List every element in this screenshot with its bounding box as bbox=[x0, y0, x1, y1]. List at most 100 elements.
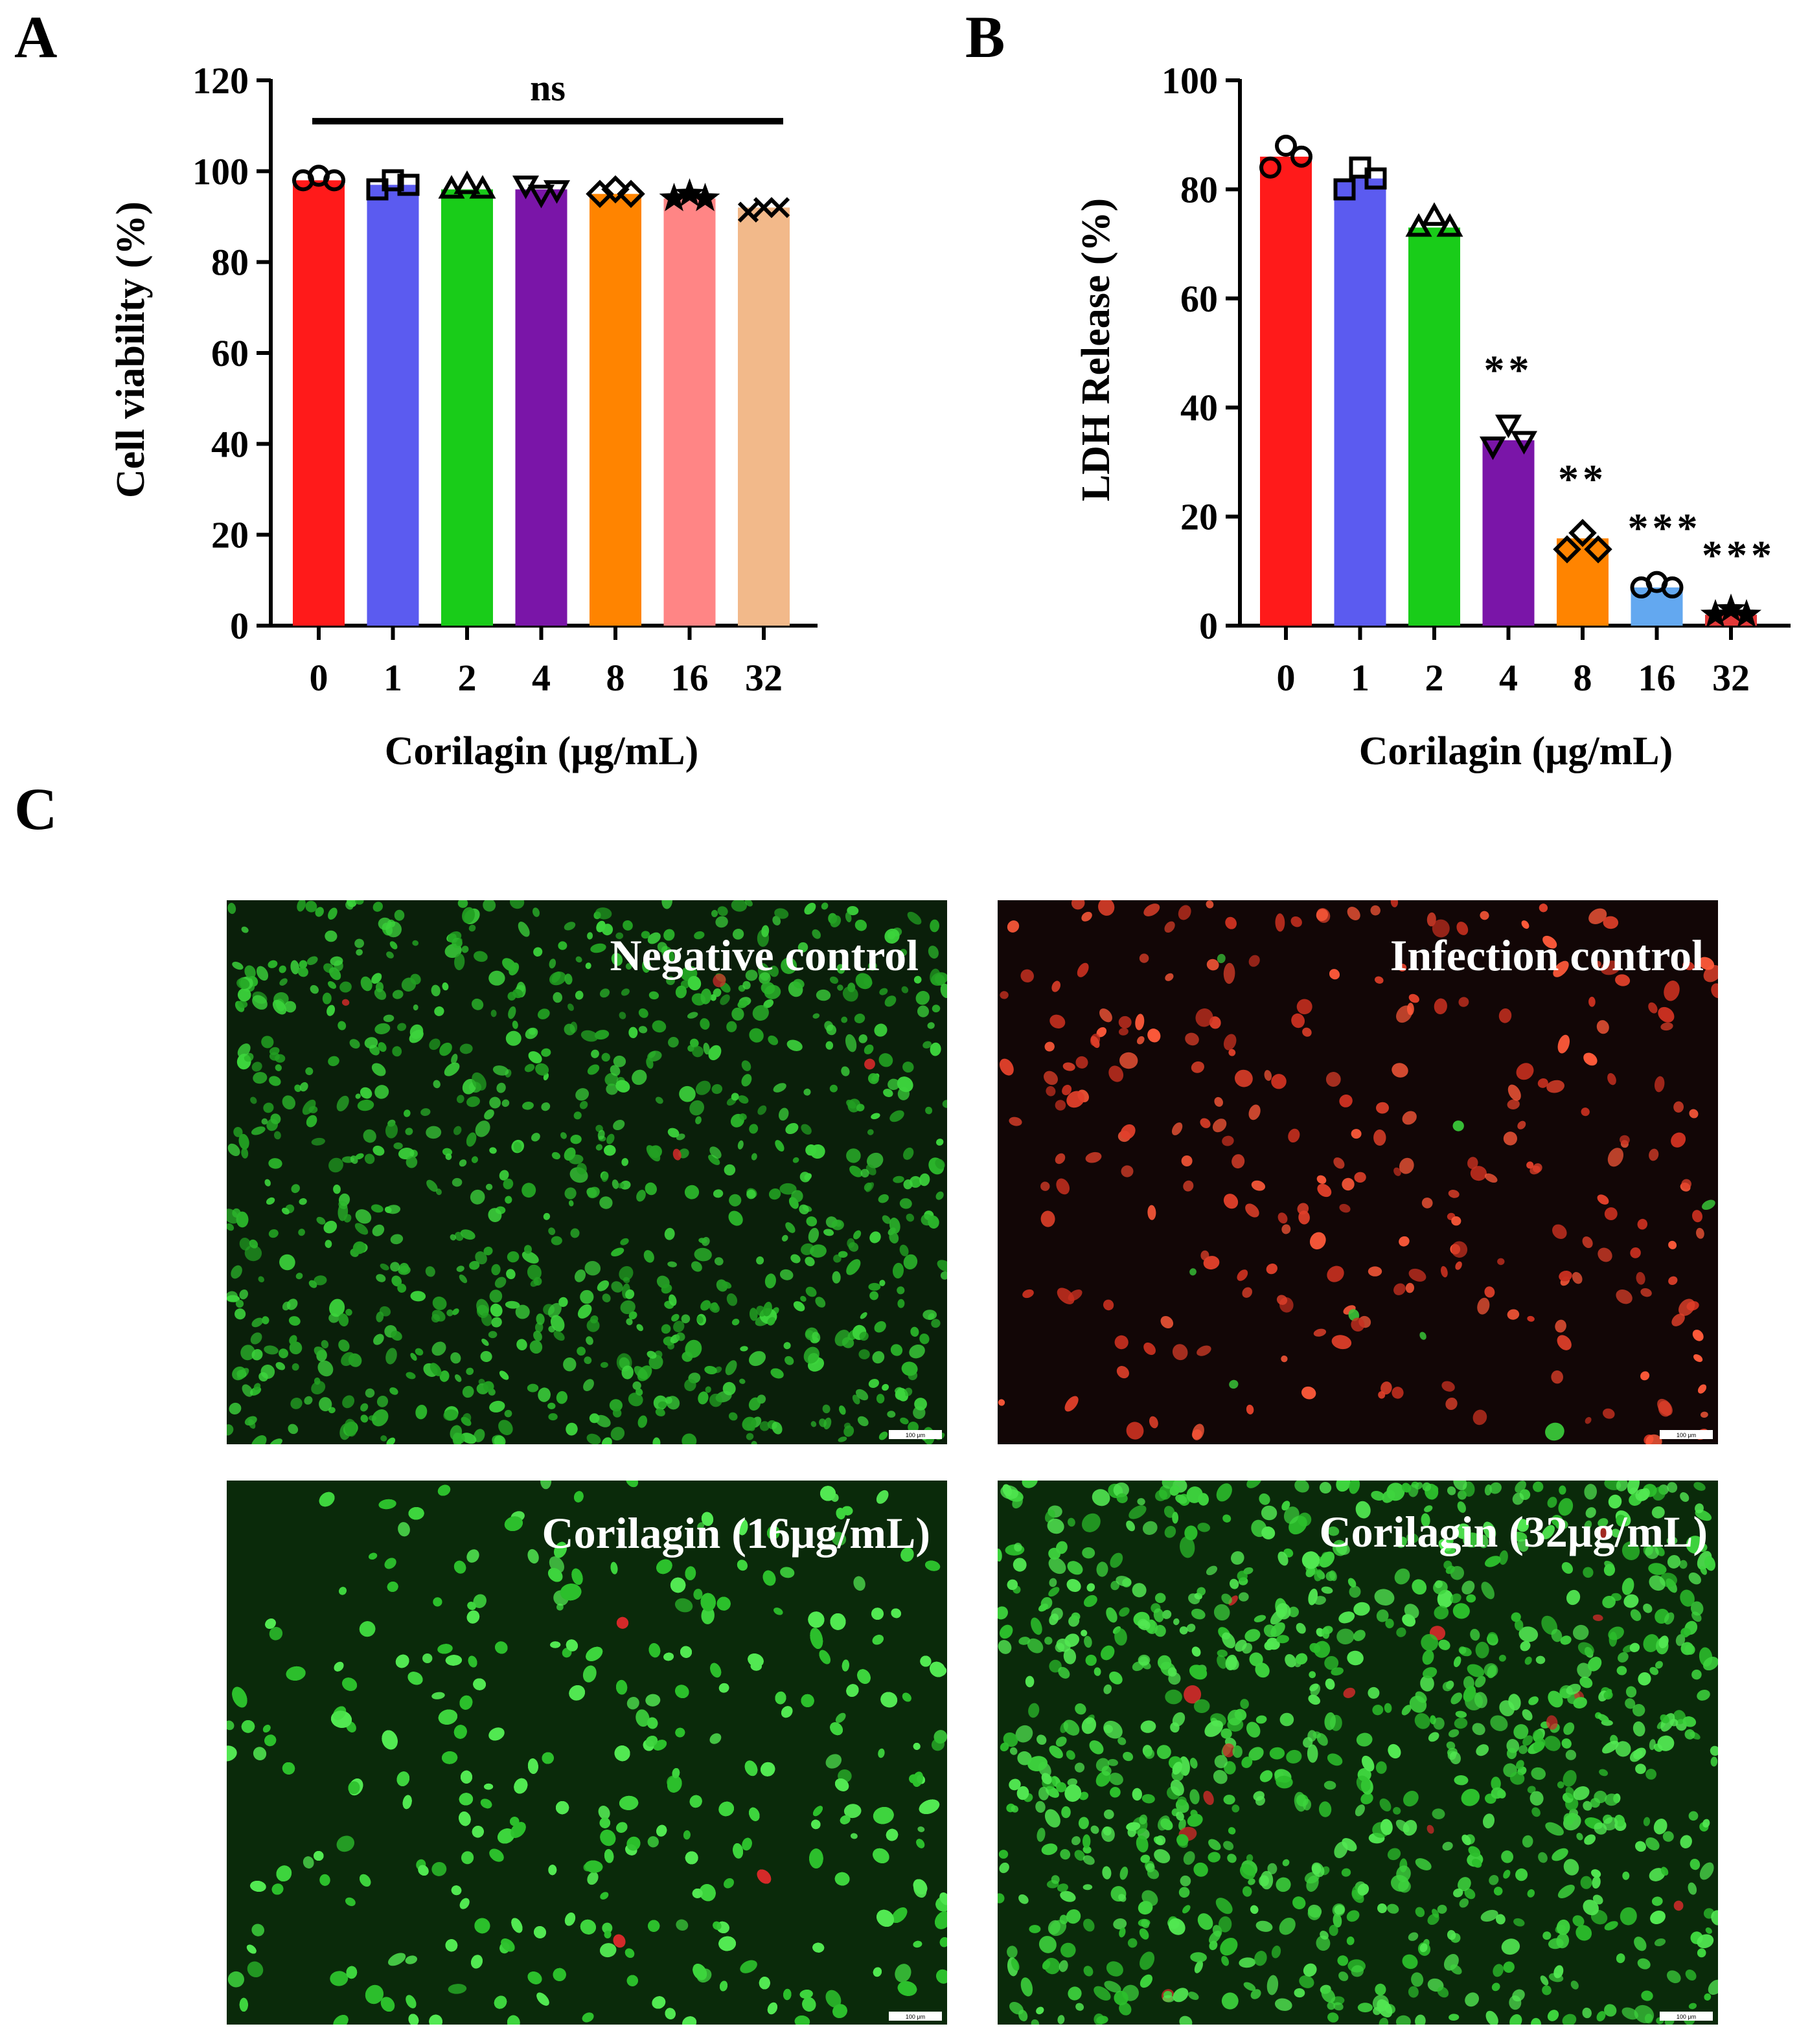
cell bbox=[460, 1770, 473, 1784]
cell bbox=[1704, 1993, 1712, 2001]
cell bbox=[634, 1366, 648, 1380]
cell bbox=[683, 1830, 691, 1840]
cell bbox=[1507, 1099, 1520, 1109]
cell bbox=[661, 1324, 671, 1334]
data-point-marker bbox=[674, 178, 705, 207]
cell bbox=[402, 1795, 412, 1810]
cell bbox=[638, 1008, 648, 1018]
cell bbox=[1421, 1198, 1433, 1209]
cell bbox=[806, 1216, 818, 1227]
cell bbox=[1442, 1841, 1453, 1851]
cell bbox=[1248, 955, 1260, 967]
cell bbox=[809, 1848, 823, 1868]
cell bbox=[339, 1587, 347, 1595]
cell bbox=[1048, 1547, 1061, 1560]
cell bbox=[1476, 1744, 1489, 1756]
cell bbox=[682, 2016, 697, 2025]
cell bbox=[237, 988, 251, 1002]
cell bbox=[472, 1826, 484, 1838]
cell bbox=[919, 1173, 930, 1187]
cell bbox=[1668, 1240, 1677, 1249]
cell bbox=[1308, 1694, 1321, 1705]
cell bbox=[767, 1317, 775, 1326]
cell bbox=[652, 1020, 667, 1033]
cell bbox=[713, 1921, 722, 1930]
cell bbox=[1232, 1745, 1243, 1758]
cell bbox=[1396, 1865, 1411, 1883]
cell bbox=[429, 2014, 442, 2025]
cell bbox=[682, 1433, 697, 1444]
cell bbox=[1059, 1960, 1068, 1972]
cell bbox=[491, 1317, 502, 1328]
cell bbox=[1316, 909, 1329, 922]
data-point-marker bbox=[1661, 576, 1684, 599]
cell bbox=[1387, 1903, 1399, 1914]
cell bbox=[1139, 1928, 1149, 1940]
cell bbox=[1084, 1635, 1092, 1648]
cell bbox=[1484, 1286, 1495, 1298]
cell bbox=[615, 932, 624, 940]
cell bbox=[737, 1000, 748, 1008]
cell bbox=[1354, 1172, 1366, 1183]
cell bbox=[604, 1849, 614, 1863]
cell bbox=[599, 1196, 613, 1209]
cell bbox=[832, 1271, 841, 1284]
cell bbox=[1296, 999, 1312, 1015]
cell bbox=[1121, 1165, 1134, 1177]
cell bbox=[636, 1709, 650, 1727]
cell bbox=[841, 1016, 848, 1023]
cell bbox=[935, 1191, 944, 1200]
cell bbox=[564, 1187, 577, 1199]
cell bbox=[540, 1481, 552, 1490]
data-point-marker bbox=[382, 169, 404, 192]
cell bbox=[1110, 1552, 1123, 1568]
cell bbox=[1274, 1998, 1292, 2011]
cell bbox=[1422, 1650, 1434, 1665]
cell bbox=[460, 1229, 475, 1240]
cell bbox=[1498, 1654, 1506, 1662]
cell bbox=[1259, 1875, 1270, 1887]
cell bbox=[928, 1215, 939, 1229]
cell bbox=[908, 1422, 919, 1433]
cell bbox=[1376, 1609, 1389, 1622]
cell bbox=[505, 1196, 512, 1204]
cell bbox=[1392, 1063, 1408, 1078]
cell bbox=[1432, 919, 1450, 938]
cell bbox=[1453, 1656, 1461, 1668]
cell bbox=[249, 1239, 258, 1249]
cell bbox=[1139, 953, 1149, 963]
x-tick-label: 1 bbox=[1351, 657, 1369, 699]
cell bbox=[444, 1062, 460, 1076]
cell bbox=[1223, 1841, 1234, 1850]
cell bbox=[1282, 1859, 1290, 1867]
cell bbox=[808, 1611, 825, 1628]
cell bbox=[1438, 1639, 1450, 1650]
cell bbox=[1454, 1775, 1469, 1786]
cell bbox=[1666, 1536, 1678, 1545]
cell bbox=[560, 1132, 567, 1139]
cell bbox=[459, 1159, 467, 1167]
cell bbox=[1336, 1628, 1355, 1645]
cell bbox=[450, 1425, 463, 1440]
cell bbox=[587, 1064, 600, 1075]
cell bbox=[580, 1919, 596, 1935]
cell bbox=[1342, 1177, 1355, 1191]
cell bbox=[1107, 1758, 1118, 1766]
cell bbox=[1394, 1568, 1410, 1585]
cell bbox=[685, 1566, 696, 1580]
cell bbox=[1582, 1236, 1593, 1249]
cell bbox=[1037, 1828, 1046, 1842]
cell bbox=[676, 1133, 685, 1141]
cell bbox=[1336, 1542, 1350, 1555]
cell bbox=[998, 1549, 1002, 1562]
cell bbox=[386, 951, 394, 959]
cell bbox=[570, 1228, 580, 1238]
cell bbox=[1655, 1661, 1663, 1669]
cell bbox=[1027, 1638, 1044, 1653]
cell bbox=[661, 900, 673, 909]
cell bbox=[355, 1153, 364, 1160]
cell bbox=[831, 1532, 847, 1546]
cell bbox=[1155, 1490, 1167, 1501]
cell bbox=[860, 1168, 869, 1178]
cell bbox=[1408, 994, 1419, 1003]
